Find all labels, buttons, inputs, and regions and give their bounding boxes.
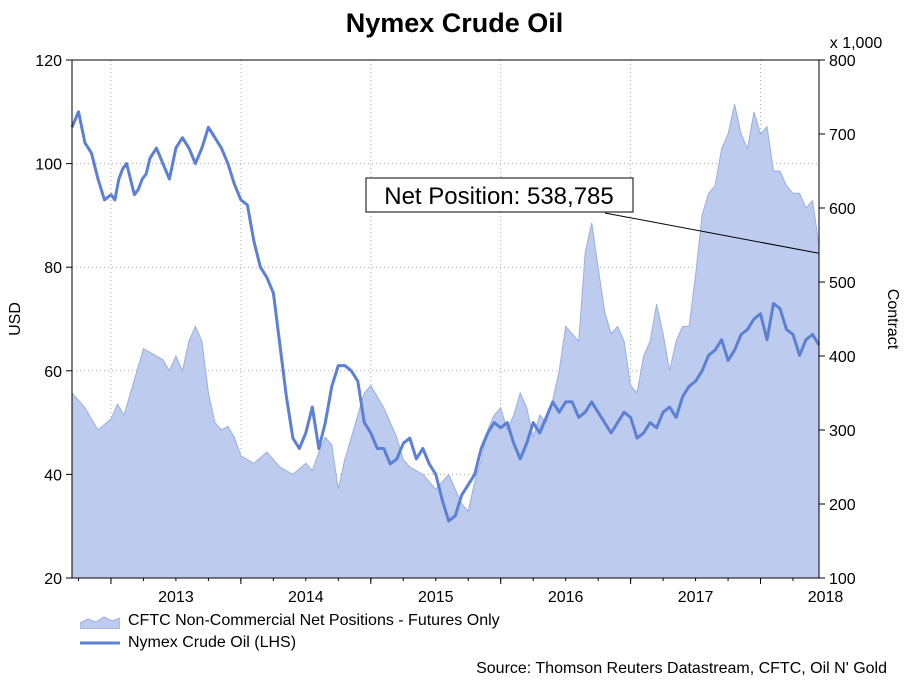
left-tick-label: 80 <box>44 260 62 277</box>
right-tick-label: 100 <box>829 571 856 588</box>
crude-oil-line-layer <box>70 110 821 523</box>
area-swatch-icon <box>80 616 120 629</box>
x-tick-label: 2015 <box>418 589 454 606</box>
left-tick-label: 20 <box>44 571 62 588</box>
left-axis-label: USD <box>7 302 24 336</box>
legend-item-crude-oil: Nymex Crude Oil (LHS) <box>80 634 296 652</box>
plot-frame <box>71 59 820 579</box>
right-tick-label: 500 <box>829 275 856 292</box>
x-tick-label: 2013 <box>158 589 194 606</box>
chart-title: Nymex Crude Oil <box>345 8 564 38</box>
right-tick-label: 600 <box>829 201 856 218</box>
crude-oil-line <box>70 110 821 523</box>
callout-leader-line <box>604 212 820 254</box>
legend-label-net-positions: CFTC Non-Commercial Net Positions - Futu… <box>128 612 500 629</box>
left-tick-label: 100 <box>35 157 62 174</box>
net-positions-area-layer <box>71 104 820 579</box>
right-tick-label: 200 <box>829 497 856 514</box>
right-tick-label: 800 <box>829 53 856 70</box>
legend-item-net-positions: CFTC Non-Commercial Net Positions - Futu… <box>80 612 500 630</box>
right-tick-label: 300 <box>829 423 856 440</box>
left-tick-label: 60 <box>44 364 62 381</box>
x-tick-label: 2018 <box>808 589 844 606</box>
callout-box <box>365 177 634 213</box>
left-axis: 20 40 60 80 100 120 <box>35 53 72 588</box>
left-tick-label: 40 <box>44 467 62 484</box>
x-tick-label: 2014 <box>288 589 324 606</box>
line-swatch-icon <box>80 641 120 645</box>
right-axis: 100 200 300 400 500 600 700 800 <box>819 53 856 588</box>
x-tick-label: 2017 <box>678 589 714 606</box>
net-positions-area <box>71 104 820 579</box>
left-tick-label: 120 <box>35 53 62 70</box>
right-axis-label: Contract <box>884 289 901 350</box>
right-tick-label: 400 <box>829 349 856 366</box>
net-position-callout: Net Position: 538,785 <box>365 177 820 254</box>
right-axis-unit-note: x 1,000 <box>830 35 883 52</box>
right-tick-label: 700 <box>829 127 856 144</box>
source-note: Source: Thomson Reuters Datastream, CFTC… <box>476 660 887 677</box>
legend-label-crude-oil: Nymex Crude Oil (LHS) <box>128 634 297 651</box>
callout-text: Net Position: 538,785 <box>384 183 614 210</box>
x-axis: 2013 2014 2015 2016 2017 2018 <box>77 578 844 606</box>
x-tick-label: 2016 <box>548 589 584 606</box>
